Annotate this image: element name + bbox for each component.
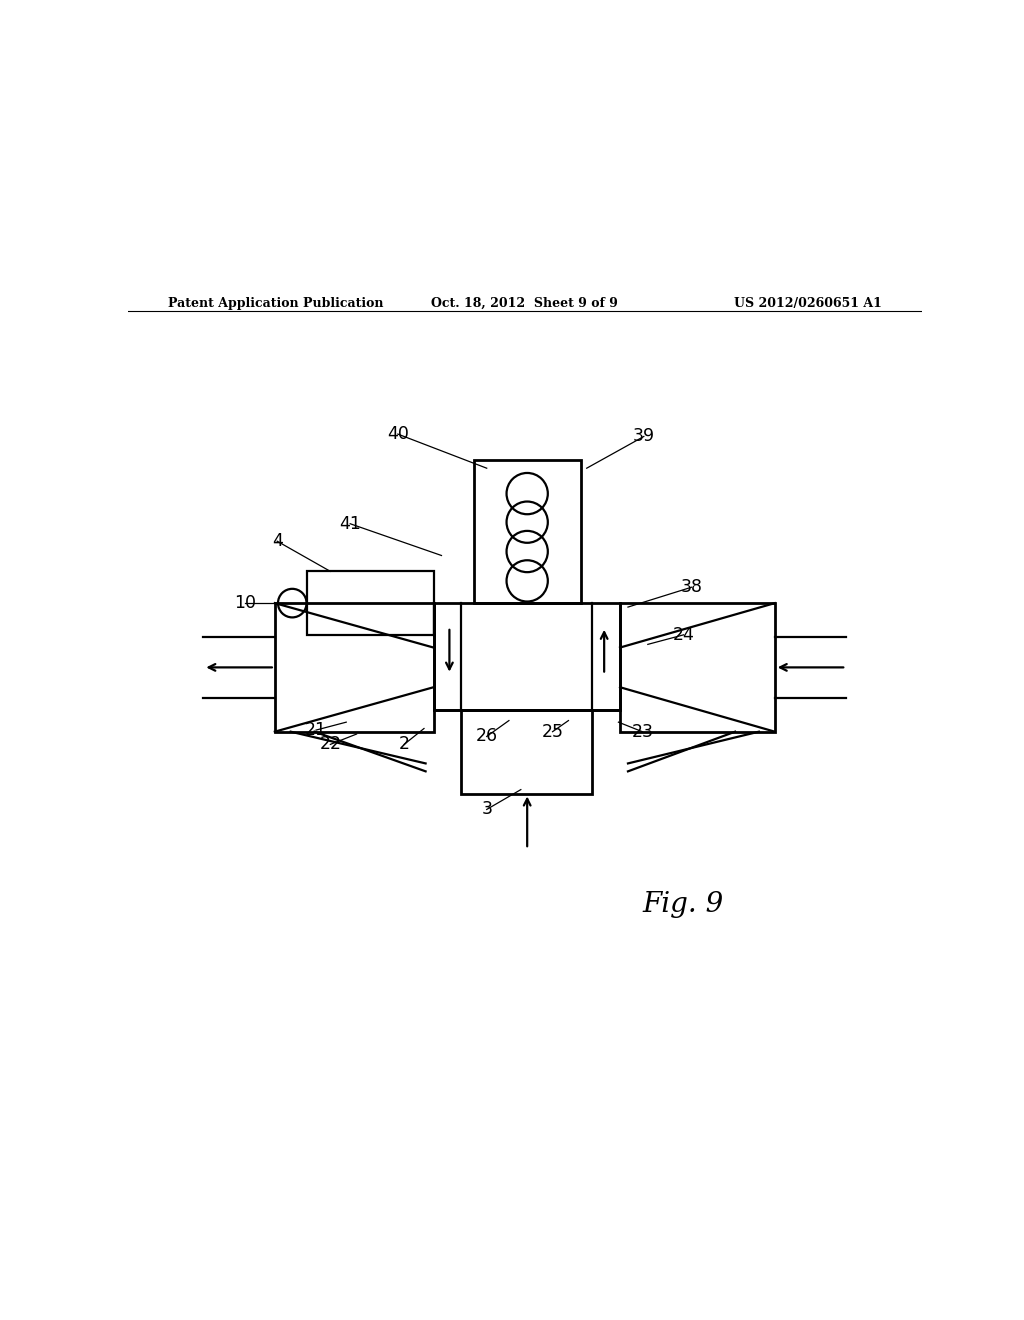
Text: 4: 4	[271, 532, 283, 550]
Text: 24: 24	[673, 626, 694, 644]
Text: 26: 26	[475, 727, 498, 746]
Text: Oct. 18, 2012  Sheet 9 of 9: Oct. 18, 2012 Sheet 9 of 9	[431, 297, 618, 310]
Text: 39: 39	[633, 428, 655, 445]
Text: 40: 40	[387, 425, 409, 444]
Text: Patent Application Publication: Patent Application Publication	[168, 297, 383, 310]
Text: 21: 21	[305, 721, 327, 739]
Text: US 2012/0260651 A1: US 2012/0260651 A1	[734, 297, 882, 310]
Text: 38: 38	[681, 578, 702, 597]
Text: 3: 3	[481, 800, 493, 818]
Text: 23: 23	[631, 722, 653, 741]
Text: 22: 22	[319, 735, 341, 754]
Text: Fig. 9: Fig. 9	[643, 891, 724, 919]
Text: 25: 25	[542, 722, 563, 741]
Text: 10: 10	[234, 594, 256, 612]
Text: 41: 41	[339, 515, 361, 533]
Text: 2: 2	[398, 735, 410, 754]
